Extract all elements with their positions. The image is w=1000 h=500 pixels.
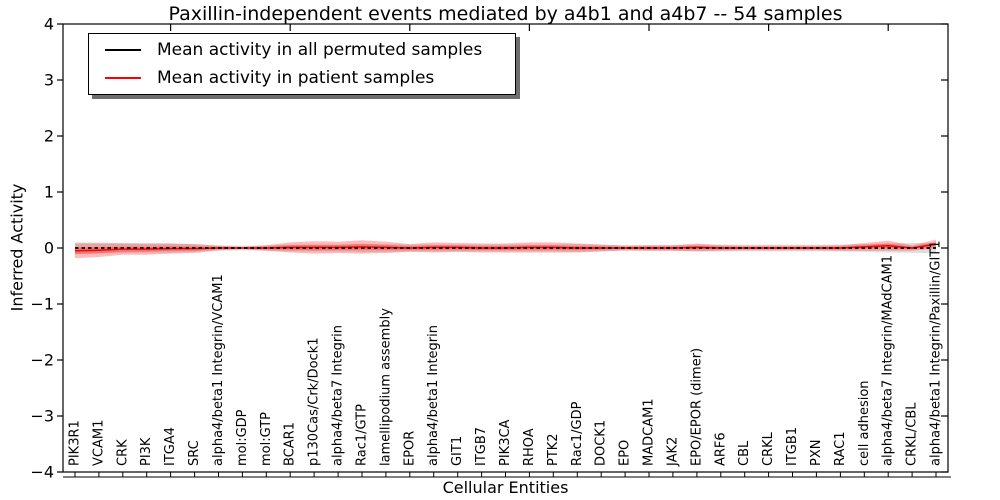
y-tick-label: 4 (44, 15, 54, 34)
x-category-label: alpha4/beta1 Integrin/Paxillin/GIT1 (929, 240, 944, 466)
x-category-label: cell adhesion (857, 380, 872, 466)
x-category-label: ARF6 (713, 432, 728, 466)
x-category-label: Rac1/GDP (570, 401, 585, 466)
x-category-label: EPO (618, 440, 633, 466)
y-tick-label: 2 (44, 127, 54, 146)
x-category-label: Rac1/GTP (355, 404, 370, 466)
x-category-label: JAK2 (665, 437, 680, 467)
x-axis-label: Cellular Entities (442, 478, 569, 497)
x-category-label: ITGB7 (474, 427, 489, 466)
x-category-label: alpha4/beta1 Integrin (426, 325, 441, 466)
x-category-label: PXN (809, 440, 824, 466)
x-category-label: alpha4/beta7 Integrin/MAdCAM1 (881, 255, 896, 466)
x-category-label: mol:GTP (259, 412, 274, 466)
y-tick-label: −3 (30, 407, 54, 426)
x-category-label: ITGA4 (163, 427, 178, 466)
x-category-label: EPOR (402, 431, 417, 466)
x-category-label: alpha4/beta1 Integrin/VCAM1 (211, 274, 226, 466)
y-tick-label: 0 (44, 239, 54, 258)
x-category-label: VCAM1 (91, 420, 106, 466)
y-tick-label: 3 (44, 71, 54, 90)
x-category-label: MADCAM1 (642, 398, 657, 466)
legend-entry-permuted: Mean activity in all permuted samples (89, 36, 515, 64)
x-category-label: CRK (115, 439, 130, 466)
patient-line-sample (105, 77, 141, 79)
x-category-label: PIK3R1 (68, 420, 83, 466)
x-category-label: alpha4/beta7 Integrin (331, 325, 346, 466)
x-category-label: SRC (187, 440, 202, 466)
y-tick-label: −2 (30, 351, 54, 370)
permuted-line-sample (105, 49, 141, 51)
x-category-label: lamellipodium assembly (378, 308, 393, 466)
x-category-label: PI3K (139, 437, 154, 466)
legend-box: Mean activity in all permuted samples Me… (88, 33, 516, 95)
x-category-label: CRKL (761, 431, 776, 466)
y-tick-label: −1 (30, 295, 54, 314)
x-category-label: PIK3CA (498, 419, 513, 466)
legend-entry-patient: Mean activity in patient samples (89, 64, 515, 92)
x-category-label: GIT1 (450, 436, 465, 466)
y-tick-label: −4 (30, 463, 54, 482)
x-category-label: PTK2 (546, 433, 561, 466)
x-category-label: CRKL/CBL (905, 402, 920, 466)
x-category-label: BCAR1 (283, 422, 298, 466)
x-category-label: ITGB1 (785, 427, 800, 466)
y-tick-label: 1 (44, 183, 54, 202)
x-category-label: DOCK1 (594, 420, 609, 466)
x-category-label: EPO/EPOR (dimer) (689, 348, 704, 466)
x-category-label: RAC1 (833, 431, 848, 466)
x-category-label: CBL (737, 440, 752, 466)
x-category-label: mol:GDP (235, 409, 250, 466)
chart-title: Paxillin-independent events mediated by … (168, 3, 843, 25)
x-category-label: RHOA (522, 428, 537, 466)
x-category-label: p130Cas/Crk/Dock1 (307, 337, 322, 466)
legend-label-patient: Mean activity in patient samples (157, 68, 435, 88)
legend-label-permuted: Mean activity in all permuted samples (157, 40, 483, 60)
